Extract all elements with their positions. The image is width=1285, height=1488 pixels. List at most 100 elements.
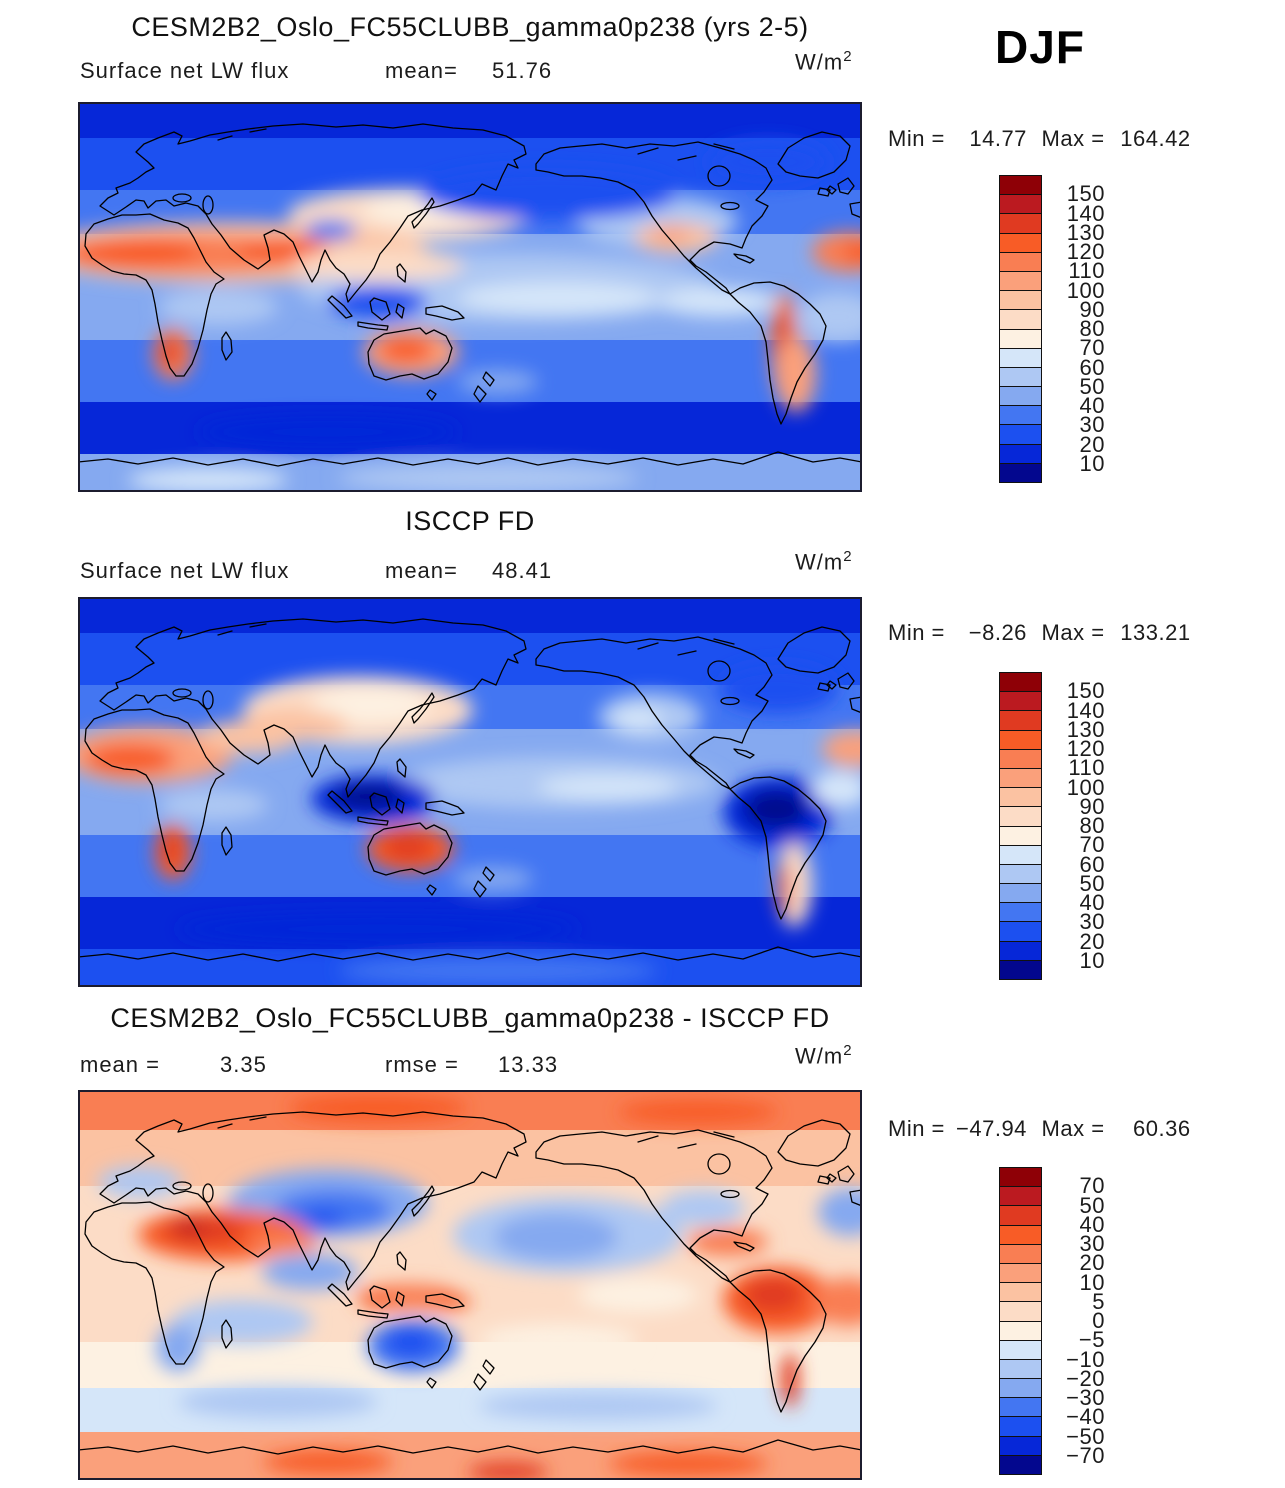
colorbar-tick-label: 30 bbox=[1079, 1231, 1105, 1256]
colorbar-cell bbox=[1000, 232, 1041, 252]
colorbar-tick-label: 60 bbox=[1079, 851, 1105, 877]
colorbar-tick-label: 20 bbox=[1079, 431, 1105, 457]
colorbar-tick-label: −50 bbox=[1066, 1423, 1105, 1449]
panel2-mean-label: mean= bbox=[385, 558, 458, 583]
colorbar-labels: 70 50 40 30 20 10 5 0 −5 −10 −20 −30 −40 −50 −70 bbox=[1053, 1167, 1105, 1475]
colorbar-cell bbox=[1000, 1454, 1041, 1474]
colorbar-cell bbox=[1000, 251, 1041, 271]
colorbar-cell bbox=[1000, 405, 1041, 425]
colorbar-tick-label: 5 bbox=[1092, 1288, 1105, 1314]
colorbar-cell bbox=[1000, 176, 1041, 195]
colorbar-tick-label: −20 bbox=[1066, 1365, 1105, 1391]
colorbar-cell bbox=[1000, 1168, 1041, 1187]
colorbar-tick-label: 30 bbox=[1079, 412, 1105, 438]
panel3-rmse-label: rmse = bbox=[385, 1052, 459, 1077]
colorbar-cell bbox=[1000, 366, 1041, 387]
colorbar-cell bbox=[1000, 290, 1041, 310]
map-diff-model-minus-obs bbox=[78, 1090, 862, 1480]
colorbar-tick-label: 40 bbox=[1079, 890, 1105, 915]
colorbar-cell bbox=[1000, 1397, 1041, 1417]
colorbar-cell bbox=[1000, 1243, 1041, 1263]
map-obs-surface-net-lw-flux bbox=[78, 597, 862, 987]
colorbar-cell bbox=[1000, 1435, 1041, 1455]
colorbar-cell bbox=[1000, 767, 1041, 788]
colorbar-cell bbox=[1000, 1205, 1041, 1225]
colorbar-cell bbox=[1000, 1186, 1041, 1206]
colorbar-tick-label: 150 bbox=[1066, 181, 1105, 207]
colorbar-cell bbox=[1000, 921, 1041, 941]
map-frame bbox=[78, 597, 862, 987]
colorbar-tick-label: 40 bbox=[1079, 1211, 1105, 1237]
colorbar-cell bbox=[1000, 1301, 1041, 1321]
min-value: 14.77 bbox=[969, 126, 1027, 151]
colorbar-tick-label: 10 bbox=[1079, 450, 1105, 476]
colorbar-cells bbox=[999, 672, 1042, 980]
colorbar-tick-label: 30 bbox=[1079, 909, 1105, 935]
colorbar-tick-label: 140 bbox=[1066, 697, 1105, 723]
panel2-unit-label: W/m2 bbox=[795, 548, 853, 575]
panel2-stats-row: Surface net LW flux mean= 48.41 bbox=[80, 558, 864, 586]
colorbar-tick-label: −10 bbox=[1066, 1346, 1105, 1372]
panel2-mean-value: 48.41 bbox=[492, 558, 553, 583]
colorbar-cell bbox=[1000, 863, 1041, 884]
colorbar-cell bbox=[1000, 673, 1041, 692]
panel1-minmax: Min = 14.77 Max = 164.42 bbox=[888, 126, 1218, 152]
colorbar-labels: 150 140 130 120 110 100 90 80 70 60 50 40 30 20 10 bbox=[1053, 672, 1105, 980]
colorbar-tick-label: −40 bbox=[1066, 1404, 1105, 1430]
colorbar-cell bbox=[1000, 443, 1041, 463]
colorbar-tick-label: 120 bbox=[1066, 239, 1105, 264]
colorbar-tick-label: −30 bbox=[1066, 1385, 1105, 1410]
min-value: −8.26 bbox=[968, 620, 1027, 645]
max-value: 133.21 bbox=[1120, 620, 1191, 645]
colorbar-cell bbox=[1000, 194, 1041, 214]
max-value: 60.36 bbox=[1133, 1116, 1191, 1141]
colorbar-cell bbox=[1000, 691, 1041, 711]
colorbar-labels: 150 140 130 120 110 100 90 80 70 60 50 40 30 20 10 bbox=[1053, 175, 1105, 483]
colorbar-tick-label: 0 bbox=[1092, 1308, 1105, 1333]
colorbar-tick-label: 20 bbox=[1079, 928, 1105, 954]
colorbar-tick-label: 130 bbox=[1066, 219, 1105, 245]
colorbar-cell bbox=[1000, 806, 1041, 826]
colorbar-tick-label: 50 bbox=[1079, 1192, 1105, 1218]
colorbar-cell bbox=[1000, 213, 1041, 233]
colorbar-tick-label: −5 bbox=[1078, 1327, 1105, 1353]
colorbar-tick-label: 60 bbox=[1079, 354, 1105, 380]
colorbar-cell bbox=[1000, 347, 1041, 367]
colorbar-cell bbox=[1000, 424, 1041, 444]
colorbar-cell bbox=[1000, 386, 1041, 406]
colorbar-cell bbox=[1000, 1282, 1041, 1302]
colorbar-tick-label: 140 bbox=[1066, 200, 1105, 226]
colorbar-cell bbox=[1000, 729, 1041, 749]
colorbar-tick-label: 100 bbox=[1066, 277, 1105, 303]
colorbar-tick-label: 110 bbox=[1068, 755, 1105, 781]
colorbar-tick-label: 90 bbox=[1079, 793, 1105, 819]
colorbar-cell bbox=[1000, 462, 1041, 482]
colorbar-cell bbox=[1000, 959, 1041, 979]
max-value: 164.42 bbox=[1120, 126, 1191, 151]
colorbar-tick-label: 70 bbox=[1079, 335, 1105, 361]
colorbar-cell bbox=[1000, 940, 1041, 960]
panel1-mean-value: 51.76 bbox=[492, 58, 553, 83]
colorbar-cell bbox=[1000, 1416, 1041, 1436]
colorbar-cells bbox=[999, 1167, 1042, 1475]
max-label: Max = bbox=[1041, 620, 1105, 645]
colorbar-tick-label: −70 bbox=[1066, 1442, 1105, 1468]
panel2-field-label: Surface net LW flux bbox=[80, 558, 290, 583]
min-label: Min = bbox=[888, 126, 945, 151]
panel1-field-label: Surface net LW flux bbox=[80, 58, 290, 83]
min-label: Min = bbox=[888, 1116, 945, 1141]
colorbar-tick-label: 50 bbox=[1079, 373, 1105, 399]
panel2-minmax: Min = −8.26 Max = 133.21 bbox=[888, 620, 1218, 646]
colorbar-cells bbox=[999, 175, 1042, 483]
panel1-colorbar: 150 140 130 120 110 100 90 80 70 60 50 40 30 20 10 bbox=[999, 175, 1119, 483]
colorbar-tick-label: 10 bbox=[1079, 1269, 1105, 1295]
panel3-stats-row: mean = 3.35 rmse = 13.33 bbox=[80, 1052, 864, 1080]
colorbar-tick-label: 120 bbox=[1066, 736, 1105, 761]
panel3-mean-label: mean = bbox=[80, 1052, 160, 1077]
colorbar-cell bbox=[1000, 309, 1041, 329]
panel3-title: CESM2B2_Oslo_FC55CLUBB_gamma0p238 - ISCC… bbox=[110, 1003, 830, 1033]
panel1-unit-label: W/m2 bbox=[795, 48, 853, 75]
panel3-colorbar: 70 50 40 30 20 10 5 0 −5 −10 −20 −30 −40 −50 −70 bbox=[999, 1167, 1119, 1475]
min-value: −47.94 bbox=[956, 1116, 1027, 1141]
